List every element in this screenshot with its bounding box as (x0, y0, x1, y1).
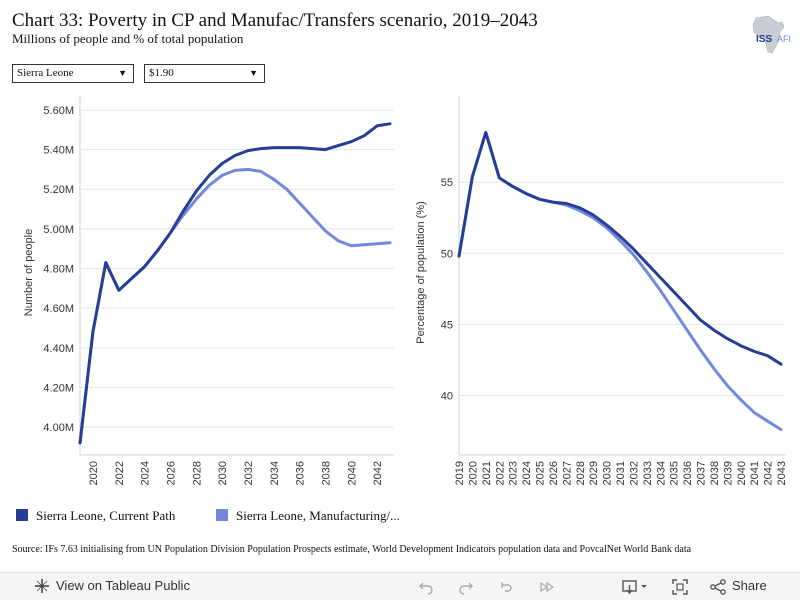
legend-swatch (216, 509, 228, 521)
x-tick-label: 2023 (508, 461, 520, 485)
country-dropdown-value: Sierra Leone (17, 67, 74, 79)
series-line-0 (78, 122, 392, 445)
x-tick-label: 2024 (140, 461, 152, 485)
view-on-tableau-link[interactable]: View on Tableau Public (56, 578, 190, 593)
legend-item-current-path[interactable]: Sierra Leone, Current Path (16, 508, 196, 528)
y-tick-label: 5.20M (43, 184, 74, 196)
logo-text-left: ISS (756, 34, 772, 45)
x-tick-label: 2032 (628, 461, 640, 485)
x-tick-label: 2028 (191, 461, 203, 485)
logo[interactable]: ISS AFI (738, 14, 794, 56)
fullscreen-icon[interactable] (672, 579, 688, 600)
redo-icon[interactable] (458, 579, 474, 600)
logo-text-right: AFI (777, 34, 791, 44)
x-tick-label: 2034 (655, 461, 667, 485)
y-axis-title: Number of people (23, 229, 35, 316)
tableau-icon[interactable] (34, 578, 50, 599)
legend-item-manufacturing[interactable]: Sierra Leone, Manufacturing/... (216, 508, 408, 528)
x-tick-label: 2031 (615, 461, 627, 485)
forward-icon[interactable] (538, 579, 555, 600)
x-tick-label: 2039 (722, 461, 734, 485)
x-tick-label: 2038 (709, 461, 721, 485)
share-button[interactable]: Share (732, 578, 767, 593)
x-tick-label: 2022 (114, 461, 126, 485)
series-line-1 (457, 130, 783, 432)
x-tick-label: 2026 (165, 461, 177, 485)
x-tick-label: 2029 (588, 461, 600, 485)
y-tick-label: 5.40M (43, 145, 74, 157)
y-tick-label: 40 (441, 390, 453, 402)
chevron-down-icon: ▼ (118, 68, 127, 78)
y-tick-label: 4.80M (43, 264, 74, 276)
source-note: Source: IFs 7.63 initialising from UN Po… (12, 544, 692, 555)
x-tick-label: 2021 (481, 461, 493, 485)
y-tick-label: 5.00M (43, 224, 74, 236)
x-tick-label: 2028 (575, 461, 587, 485)
y-tick-label: 4.00M (43, 422, 74, 434)
undo-icon[interactable] (418, 579, 434, 600)
x-tick-label: 2040 (346, 461, 358, 485)
legend-label: Sierra Leone, Manufacturing/... (236, 508, 400, 523)
x-tick-label: 2030 (217, 461, 229, 485)
revert-icon[interactable] (498, 579, 514, 600)
threshold-dropdown-value: $1.90 (149, 67, 174, 79)
y-tick-label: 50 (441, 248, 453, 260)
y-tick-label: 45 (441, 319, 453, 331)
x-tick-label: 2041 (749, 461, 761, 485)
y-tick-label: 55 (441, 177, 453, 189)
y-tick-label: 4.20M (43, 382, 74, 394)
download-icon[interactable] (622, 579, 650, 600)
country-dropdown[interactable]: Sierra Leone ▼ (12, 64, 134, 83)
africa-map-icon (752, 15, 785, 54)
x-tick-label: 2032 (243, 461, 255, 485)
x-tick-label: 2020 (467, 461, 479, 485)
y-tick-label: 4.40M (43, 343, 74, 355)
x-tick-label: 2040 (736, 461, 748, 485)
x-tick-label: 2022 (494, 461, 506, 485)
chevron-down-icon: ▼ (249, 68, 258, 78)
threshold-dropdown[interactable]: $1.90 ▼ (144, 64, 265, 83)
x-tick-label: 2038 (320, 461, 332, 485)
x-tick-label: 2027 (561, 461, 573, 485)
tableau-toolbar: View on Tableau Public Share (0, 572, 800, 600)
x-tick-label: 2036 (682, 461, 694, 485)
y-axis-title: Percentage of population (%) (415, 201, 427, 343)
x-tick-label: 2042 (372, 461, 384, 485)
x-tick-label: 2043 (776, 461, 788, 485)
series-line-0 (457, 130, 783, 366)
x-tick-label: 2033 (642, 461, 654, 485)
chart-subtitle: Millions of people and % of total popula… (12, 31, 244, 46)
y-tick-label: 4.60M (43, 303, 74, 315)
x-tick-label: 2026 (548, 461, 560, 485)
x-tick-label: 2037 (696, 461, 708, 485)
x-tick-label: 2035 (669, 461, 681, 485)
x-tick-label: 2042 (763, 461, 775, 485)
x-tick-label: 2019 (454, 461, 466, 485)
x-tick-label: 2025 (535, 461, 547, 485)
chart-title: Chart 33: Poverty in CP and Manufac/Tran… (12, 10, 538, 31)
x-tick-label: 2034 (269, 461, 281, 485)
share-icon[interactable] (710, 579, 726, 600)
x-tick-label: 2020 (88, 461, 100, 485)
legend-swatch (16, 509, 28, 521)
x-tick-label: 2024 (521, 461, 533, 485)
y-tick-label: 5.60M (43, 105, 74, 117)
x-tick-label: 2030 (602, 461, 614, 485)
x-tick-label: 2036 (295, 461, 307, 485)
legend-label: Sierra Leone, Current Path (36, 508, 176, 523)
